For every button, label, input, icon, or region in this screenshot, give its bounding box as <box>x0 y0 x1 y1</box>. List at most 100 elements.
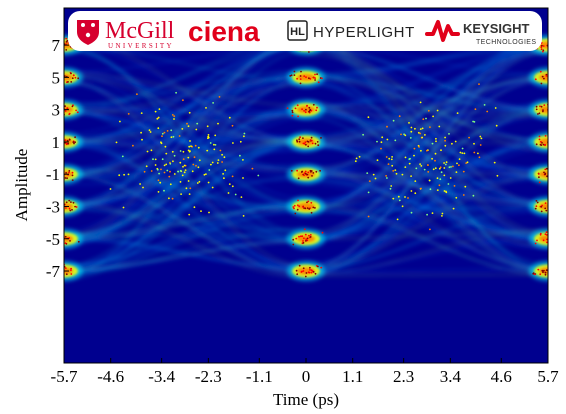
crossing-dot <box>191 170 194 173</box>
crossing-dot <box>391 156 393 158</box>
crossing-dot <box>419 128 422 131</box>
sample-dot <box>306 104 308 107</box>
crossing-dot <box>206 149 209 152</box>
sample-dot <box>557 141 559 143</box>
crossing-dot <box>221 161 224 163</box>
sample-dot <box>290 169 293 172</box>
crossing-dot <box>242 177 244 179</box>
transition-trace <box>64 73 307 107</box>
sample-dot <box>549 46 551 48</box>
crossing-dot <box>407 197 409 199</box>
y-tick-label: 5 <box>52 68 61 87</box>
sample-dot <box>72 201 75 204</box>
sample-dot <box>68 171 70 174</box>
sample-dot <box>540 140 542 143</box>
transition-trace <box>64 116 307 268</box>
sample-dot <box>302 267 305 270</box>
crossing-dot <box>163 164 166 167</box>
sample-dot <box>294 107 297 110</box>
sample-dot <box>539 273 542 276</box>
transition-trace <box>64 139 307 269</box>
sample-dot <box>319 169 321 172</box>
x-tick-label: 1.1 <box>342 367 363 386</box>
crossing-dot <box>200 210 202 213</box>
sample-dot <box>538 138 541 141</box>
crossing-dot <box>441 212 444 215</box>
sample-dot <box>315 109 318 112</box>
crossing-dot <box>398 115 401 118</box>
sample-dot <box>69 240 71 242</box>
sample-dot <box>557 105 559 107</box>
sample-dot <box>539 233 542 236</box>
sample-dot <box>61 145 63 147</box>
hyperlight-mark-icon <box>287 20 308 41</box>
crossing-dot <box>434 152 437 155</box>
sample-dot <box>557 141 559 143</box>
sample-dot <box>541 142 543 144</box>
sample-dot <box>74 205 76 208</box>
crossing-dot <box>172 135 175 138</box>
sample-dot <box>316 141 319 143</box>
keysight-logo-subtext: TECHNOLOGIES <box>476 39 536 46</box>
sample-dot <box>299 82 302 85</box>
sample-dot <box>292 243 295 246</box>
crossing-dot <box>209 142 212 144</box>
sample-dot <box>555 240 557 242</box>
crossing-dot <box>207 135 210 138</box>
y-axis: 7 5 3 1 -1 -3 -5 -7 <box>46 36 69 281</box>
crossing-dot <box>228 116 231 119</box>
crossing-dot <box>436 189 439 192</box>
sample-dot <box>68 199 71 202</box>
sample-dot <box>299 235 302 238</box>
crossing-dot <box>243 132 246 135</box>
sample-dot <box>64 110 67 112</box>
crossing-dot <box>413 154 415 157</box>
sample-dot <box>559 269 561 271</box>
y-tick-label: 1 <box>52 133 61 152</box>
sample-dot <box>550 209 552 211</box>
x-tick-label: -5.7 <box>51 367 78 386</box>
crossing-dot <box>148 129 151 132</box>
crossing-dot <box>401 173 404 176</box>
sample-dot <box>64 139 67 142</box>
sample-dot <box>535 108 538 111</box>
transition-trace <box>305 45 548 271</box>
crossing-dot <box>109 188 112 190</box>
crossing-dot <box>224 169 227 172</box>
crossing-dot <box>171 197 174 200</box>
sample-dot <box>296 77 298 80</box>
sample-dot <box>549 106 551 108</box>
crossing-dot <box>188 145 191 148</box>
sample-dot <box>296 104 299 107</box>
sample-dot <box>72 74 75 77</box>
crossing-dot <box>464 185 467 188</box>
crossing-dot <box>434 167 437 170</box>
crossing-dot <box>207 181 210 184</box>
transition-trace <box>305 76 548 170</box>
sample-dot <box>552 240 554 242</box>
x-tick-label: -2.3 <box>195 367 222 386</box>
sample-dot <box>314 73 316 76</box>
sample-dot <box>551 110 553 112</box>
crossing-dot <box>408 162 411 165</box>
crossing-dot <box>163 171 166 174</box>
sample-dot <box>291 111 294 114</box>
sample-dot <box>551 235 553 237</box>
crossing-dot <box>380 147 382 150</box>
sample-dot <box>317 81 320 84</box>
transition-trace <box>64 172 307 210</box>
sample-dot <box>298 138 301 141</box>
sample-dot <box>65 49 68 51</box>
transition-trace <box>64 44 307 210</box>
crossing-dot <box>473 142 475 145</box>
transition-trace <box>64 142 307 272</box>
sample-dot <box>310 211 313 214</box>
sample-dot <box>310 201 313 204</box>
sample-dot <box>61 42 63 44</box>
sample-dot <box>302 137 304 140</box>
transition-trace <box>64 79 307 241</box>
hyperlight-mark-text: HL <box>290 26 305 38</box>
crossing-dot <box>385 156 388 158</box>
crossing-dot <box>354 160 357 163</box>
sample-dot <box>555 42 557 44</box>
